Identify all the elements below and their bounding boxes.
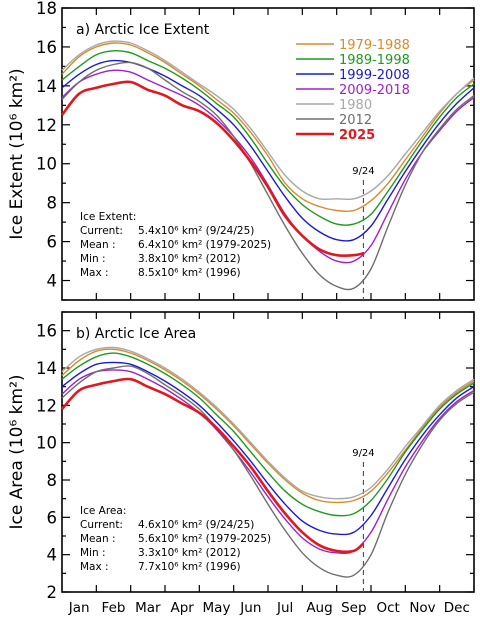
series-line-extent-2009-2018 — [61, 69, 475, 264]
series-line-area-1989-1998 — [61, 352, 475, 517]
x-tick-label-Apr: Apr — [170, 600, 194, 616]
x-tick-label-Dec: Dec — [444, 600, 470, 616]
legend-label-1979-1988: 1979-1988 — [339, 38, 410, 53]
y-tick-label-area: 12 — [36, 396, 57, 415]
stats-value-area: 5.6x10⁶ km² (1979-2025) — [138, 533, 271, 545]
legend-label-2009-2018: 2009-2018 — [339, 83, 410, 98]
y-tick-label-extent: 10 — [36, 155, 57, 174]
y-tick-label-area: 2 — [47, 583, 58, 602]
x-tick-label-Oct: Oct — [376, 600, 399, 616]
legend-label-2012: 2012 — [339, 113, 372, 128]
stats-label-area: Max : — [80, 561, 109, 573]
series-line-extent-1979-1988 — [61, 42, 475, 213]
date-marker-label-extent: 9/24 — [352, 166, 374, 177]
series-line-area-1980 — [61, 346, 475, 500]
y-tick-label-area: 16 — [36, 322, 57, 341]
series-line-area-1999-2008 — [61, 361, 475, 536]
stats-label-extent: Current: — [80, 225, 123, 237]
legend-label-1989-1998: 1989-1998 — [339, 53, 410, 68]
panel-title-extent: a) Arctic Ice Extent — [76, 22, 210, 38]
stats-label-area: Min : — [80, 547, 106, 559]
plot-frame-area — [61, 311, 475, 593]
series-line-extent-1989-1998 — [61, 50, 475, 226]
series-line-area-2009-2018 — [61, 369, 475, 554]
x-tick-label-Sep: Sep — [341, 600, 366, 616]
y-tick-label-extent: 12 — [36, 116, 57, 135]
x-tick-label-Feb: Feb — [102, 600, 126, 616]
stats-value-extent: 3.8x10⁶ km² (2012) — [138, 253, 241, 265]
series-line-extent-2025 — [60, 80, 364, 258]
stats-value-area: 4.6x10⁶ km² (9/24/25) — [138, 519, 254, 531]
legend-label-1980: 1980 — [339, 98, 372, 113]
stats-value-area: 3.3x10⁶ km² (2012) — [138, 547, 241, 559]
y-tick-label-area: 14 — [36, 359, 57, 378]
x-tick-label-Jun: Jun — [239, 600, 261, 616]
stats-label-area: Current: — [80, 519, 123, 531]
x-tick-label-Jan: Jan — [68, 600, 90, 616]
x-tick-label-Jul: Jul — [276, 600, 293, 616]
series-line-area-1979-1988 — [61, 348, 475, 504]
series-line-area-2025 — [61, 377, 365, 554]
stats-label-extent: Max : — [80, 267, 109, 279]
y-tick-label-area: 8 — [47, 471, 58, 490]
series-line-area-2012 — [61, 365, 475, 578]
stats-heading-area: Ice Area: — [80, 505, 126, 517]
x-tick-label-Aug: Aug — [306, 600, 332, 616]
y-tick-label-area: 4 — [47, 546, 58, 565]
stats-label-extent: Min : — [80, 253, 106, 265]
panel-title-area: b) Arctic Ice Area — [76, 326, 196, 342]
legend-label-2025: 2025 — [339, 128, 375, 143]
stats-heading-extent: Ice Extent: — [80, 211, 136, 223]
y-tick-label-extent: 6 — [47, 233, 58, 252]
y-tick-label-extent: 16 — [36, 38, 57, 57]
stats-value-extent: 8.5x10⁶ km² (1996) — [138, 267, 241, 279]
stats-label-extent: Mean : — [80, 239, 115, 251]
date-marker-label-area: 9/24 — [352, 448, 374, 459]
y-tick-label-extent: 14 — [36, 77, 57, 96]
stats-value-extent: 5.4x10⁶ km² (9/24/25) — [138, 225, 254, 237]
y-tick-label-extent: 8 — [47, 194, 58, 213]
y-axis-label-area: Ice Area (10⁶ km²) — [7, 374, 27, 529]
x-tick-label-May: May — [203, 600, 231, 616]
y-tick-label-area: 6 — [47, 508, 58, 527]
series-line-extent-2012 — [61, 61, 475, 291]
y-axis-label-extent: Ice Extent (10⁶ km²) — [7, 68, 27, 239]
y-tick-label-area: 10 — [36, 434, 57, 453]
stats-label-area: Mean : — [80, 533, 115, 545]
series-line-extent-1980 — [61, 40, 475, 201]
x-tick-label-Mar: Mar — [135, 600, 161, 616]
stats-value-area: 7.7x10⁶ km² (1996) — [138, 561, 241, 573]
y-tick-label-extent: 4 — [47, 272, 58, 291]
x-tick-label-Nov: Nov — [409, 600, 435, 616]
stats-value-extent: 6.4x10⁶ km² (1979-2025) — [138, 239, 271, 251]
y-tick-label-extent: 18 — [36, 0, 57, 18]
legend-label-1999-2008: 1999-2008 — [339, 68, 410, 83]
